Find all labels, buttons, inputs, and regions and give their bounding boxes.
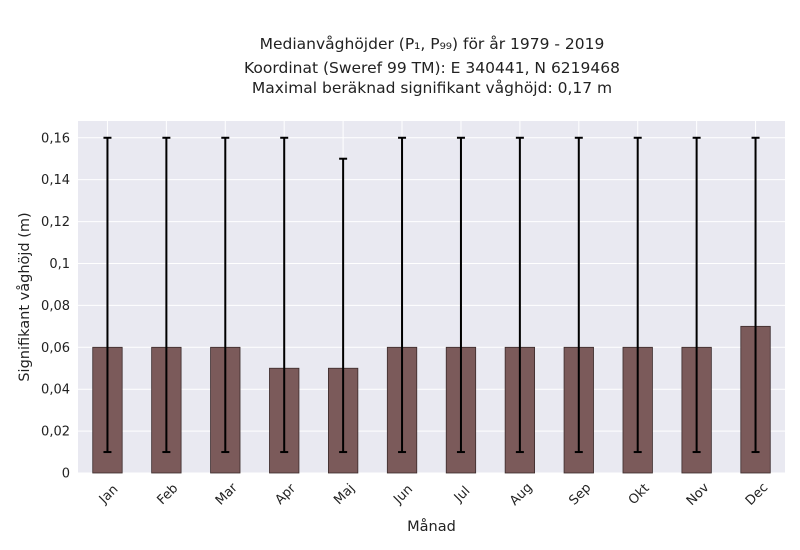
error-bars [103,136,760,454]
x-axis-label: Månad [407,518,456,535]
x-tick-label: Okt [626,481,653,508]
x-tick-label: Dec [743,480,771,508]
y-tick-label: 0,16 [41,131,70,146]
y-tick-label: 0,14 [41,173,70,188]
y-tick-label: 0,1 [49,257,70,272]
x-tick-labels: Jan Feb Mar Apr Maj Jun Jul Aug Sep Okt Nov Dec [96,480,771,509]
y-tick-label: 0,06 [41,341,70,356]
y-axis-label: Signifikant våghöjd (m) [16,212,33,381]
x-tick-label: Feb [154,481,181,508]
x-tick-label: Jun [390,482,416,508]
y-tick-label: 0,02 [41,425,70,440]
y-tick-labels: 0 0,02 0,04 0,06 0,08 0,1 0,12 0,14 0,16 [41,131,70,481]
chart-title-line-1: Medianvåghöjder (P₁, P₉₉) för år 1979 - … [259,35,605,53]
chart-title-line-3: Maximal beräknad signifikant våghöjd: 0,… [251,79,613,97]
x-tick-label: Sep [566,481,594,509]
y-tick-label: 0 [62,467,70,482]
x-tick-label: Jul [451,484,473,506]
plot-area [78,121,785,473]
chart-title-line-2: Koordinat (Sweref 99 TM): E 340441, N 62… [244,59,620,77]
y-tick-label: 0,08 [41,299,70,314]
x-tick-label: Maj [331,481,358,508]
y-tick-label: 0,12 [41,215,70,230]
x-tick-label: Aug [507,480,536,509]
y-tick-label: 0,04 [41,383,70,398]
x-tick-label: Apr [272,481,299,508]
x-tick-label: Nov [684,480,713,509]
x-tick-label: Mar [213,480,241,508]
x-tick-label: Jan [96,482,121,507]
